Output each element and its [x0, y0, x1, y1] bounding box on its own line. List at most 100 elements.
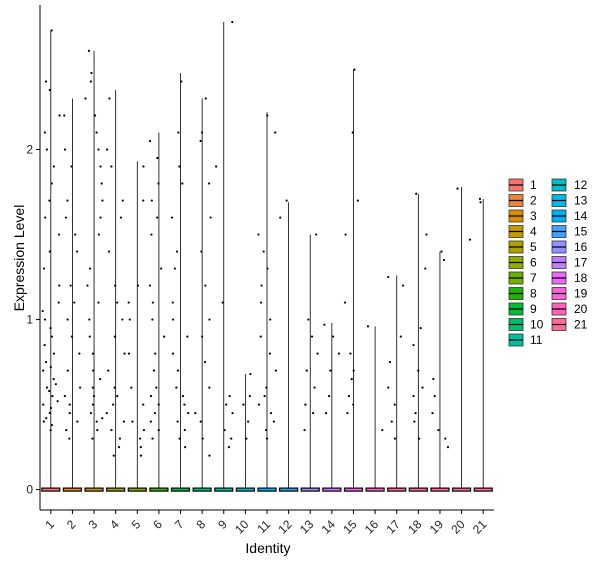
- data-point: [42, 267, 46, 270]
- data-point: [327, 394, 331, 398]
- data-point: [316, 352, 319, 355]
- legend-label-12: 12: [574, 178, 588, 192]
- data-point: [41, 309, 44, 313]
- data-point: [262, 250, 265, 253]
- data-point: [54, 383, 57, 386]
- data-point: [315, 233, 318, 236]
- data-point: [110, 165, 113, 168]
- data-point: [223, 428, 226, 432]
- data-point: [91, 403, 95, 406]
- data-point: [128, 318, 131, 321]
- data-point: [148, 139, 152, 143]
- violin-base-16: [365, 487, 385, 492]
- data-point: [149, 394, 153, 398]
- y-tick-label: 0: [26, 483, 33, 497]
- data-point: [139, 454, 143, 457]
- data-point: [265, 386, 268, 389]
- data-point: [178, 165, 181, 168]
- data-point: [424, 267, 427, 270]
- x-tick-label: 5: [129, 517, 144, 532]
- data-point: [110, 428, 113, 432]
- data-point: [478, 197, 482, 200]
- data-point: [417, 369, 420, 372]
- data-point: [274, 131, 277, 134]
- x-tick-label: 7: [172, 517, 187, 532]
- legend-label-5: 5: [530, 240, 537, 254]
- plot-area: [41, 20, 493, 492]
- data-point: [170, 216, 174, 219]
- data-point: [432, 377, 435, 381]
- data-point: [139, 445, 142, 449]
- legend-label-8: 8: [530, 287, 537, 301]
- data-point: [105, 411, 108, 415]
- data-point: [153, 411, 157, 415]
- data-point: [114, 284, 117, 287]
- data-point: [51, 394, 54, 398]
- data-point: [356, 199, 359, 202]
- data-point: [68, 411, 71, 415]
- data-point: [437, 428, 440, 432]
- data-point: [70, 165, 73, 168]
- data-point: [344, 233, 347, 236]
- violin-base-15: [343, 487, 364, 492]
- data-point: [349, 352, 352, 355]
- data-point: [421, 386, 424, 389]
- data-point: [118, 437, 122, 440]
- data-point: [91, 437, 94, 440]
- data-point: [329, 369, 332, 372]
- data-point: [156, 156, 159, 160]
- data-point: [201, 335, 204, 338]
- x-tick-label: 20: [448, 517, 468, 537]
- data-point: [43, 318, 47, 321]
- data-point: [227, 445, 231, 449]
- data-point: [113, 386, 116, 389]
- data-point: [199, 139, 202, 143]
- data-point: [75, 250, 79, 253]
- data-point: [49, 406, 53, 410]
- x-tick-label: 2: [64, 517, 79, 532]
- data-point: [139, 437, 142, 440]
- data-point: [58, 114, 61, 117]
- point-layer: [41, 20, 482, 457]
- data-point: [50, 335, 53, 338]
- data-point: [310, 335, 314, 338]
- data-point: [50, 423, 54, 427]
- legend-label-1: 1: [530, 178, 537, 192]
- data-point: [225, 403, 228, 406]
- data-point: [171, 352, 175, 355]
- data-point: [181, 182, 184, 185]
- x-tick-label: 4: [107, 517, 122, 532]
- data-point: [57, 301, 60, 304]
- x-axis-ticks: 1 2 3 4 5 6 7 8 9 10 11 12 13 14 15 16 17 18 19 20 21: [42, 510, 490, 537]
- data-point: [388, 360, 392, 364]
- data-point: [249, 372, 252, 376]
- data-point: [425, 233, 428, 236]
- data-point: [419, 326, 422, 330]
- data-point: [151, 318, 154, 321]
- data-point: [68, 437, 71, 440]
- data-point: [148, 284, 152, 287]
- x-tick-label: 19: [427, 517, 447, 537]
- data-point: [78, 352, 81, 355]
- data-point: [268, 352, 271, 355]
- data-point: [285, 199, 288, 202]
- data-point: [52, 165, 56, 168]
- data-point: [99, 377, 102, 381]
- data-point: [66, 318, 69, 321]
- data-point: [208, 318, 211, 321]
- violin-base-4: [106, 487, 126, 492]
- x-tick-label: 13: [297, 517, 317, 537]
- data-point: [121, 318, 124, 321]
- data-point: [160, 267, 163, 270]
- data-point: [63, 114, 66, 117]
- data-point: [303, 428, 306, 432]
- data-point: [269, 318, 272, 321]
- data-point: [431, 411, 434, 415]
- x-tick-label: 14: [319, 517, 339, 537]
- data-point: [44, 216, 47, 219]
- data-point: [417, 437, 421, 440]
- data-point: [183, 428, 186, 432]
- data-point: [183, 403, 186, 406]
- data-point: [176, 369, 180, 372]
- data-point: [245, 437, 248, 440]
